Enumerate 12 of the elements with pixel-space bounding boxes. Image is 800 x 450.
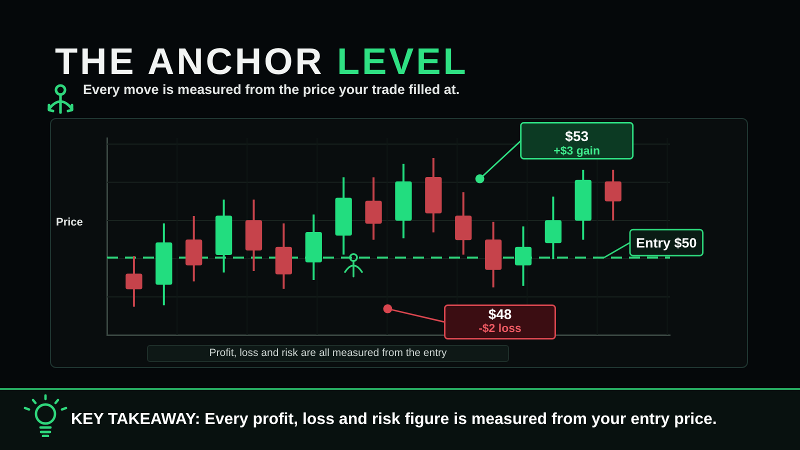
- y-axis-title: Price: [56, 216, 83, 229]
- candlestick: [365, 176, 382, 241]
- text: KEY TAKEAWAY: Every profit, loss and risk figure is measured from your entry price.: [71, 411, 717, 428]
- annotation: $53 +$3 gain: [554, 128, 600, 158]
- candlestick: [126, 255, 142, 308]
- legend-label: Entry $50: [636, 235, 697, 250]
- chart-subtitle: Every move is measured from the price your trade filled at.: [83, 82, 460, 97]
- chart-title: THE ANCHOR LEVEL: [55, 41, 468, 82]
- annotation: $48 -$2 loss: [444, 306, 556, 336]
- candlestick: [544, 196, 562, 260]
- candlestick: [604, 168, 622, 222]
- text: Profit, loss and risk are all measured from the entry: [147, 345, 509, 362]
